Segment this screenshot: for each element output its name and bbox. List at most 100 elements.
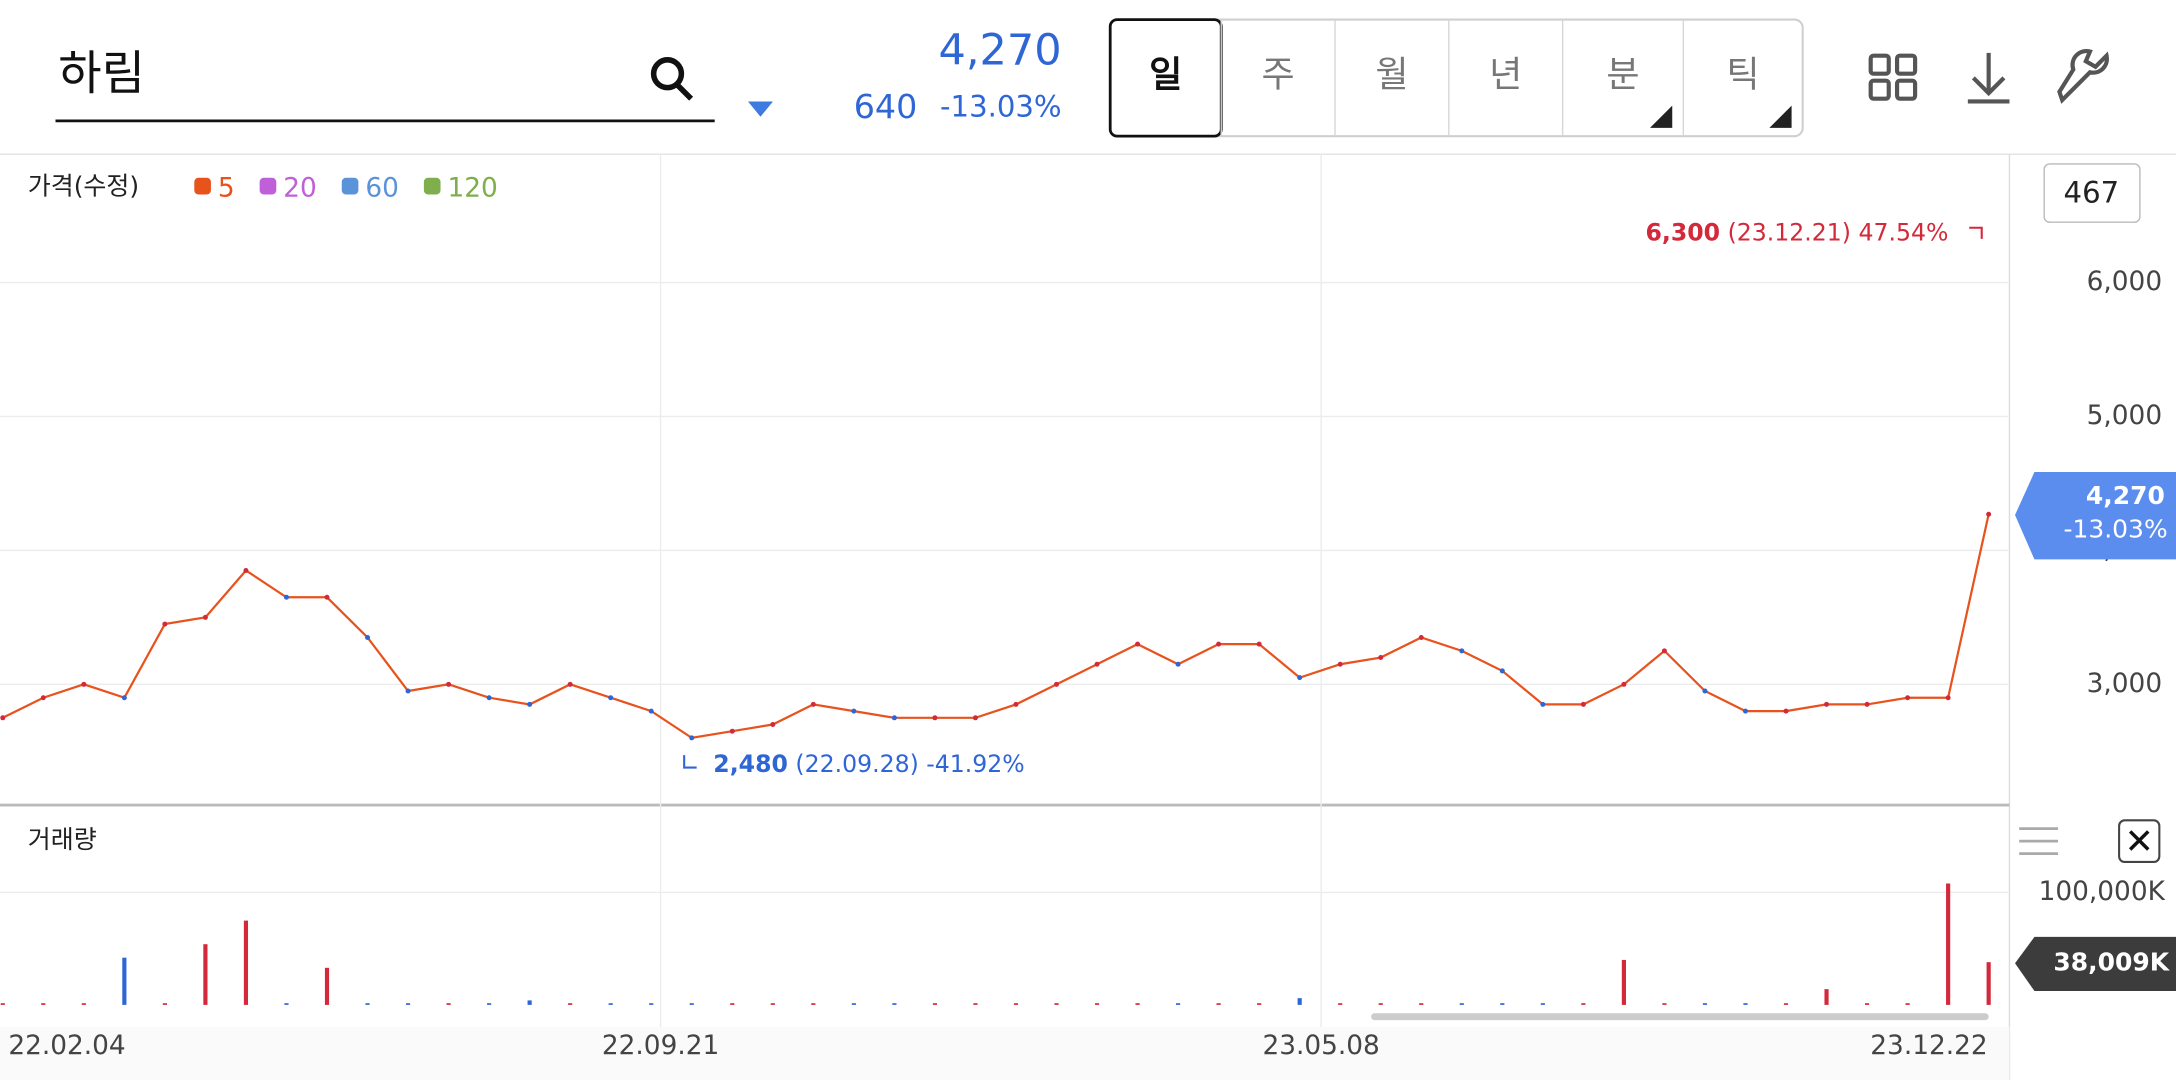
high-value: 6,300 [1646,218,1721,246]
volume-bar [1905,1003,1910,1005]
candle-count[interactable]: 467 [2064,175,2120,209]
period-button[interactable]: 일 [1149,53,1182,95]
price-point [446,681,452,687]
layout-icon[interactable] [1868,53,1918,101]
count-box[interactable] [2043,163,2141,223]
submenu-mark [1769,105,1792,128]
current-price-tag [2015,472,2176,560]
price-point [1175,661,1181,667]
price-point [1905,695,1911,701]
price-point [1418,634,1424,640]
price-point [486,695,492,701]
current-price: 4,270 [938,25,1061,75]
period-button[interactable]: 월 [1375,53,1408,95]
price-point [1580,701,1586,707]
price-point [1054,681,1060,687]
volume-bar [1702,1003,1708,1005]
low-arrow [683,755,697,769]
volume-bar [1419,1003,1424,1005]
volume-bar [203,944,208,1005]
volume-tick-label: 100,000K [2039,877,2166,907]
volume-bar [1054,1003,1059,1005]
high-note: 6,300 (23.12.21) 47.54% [1646,218,1949,246]
download-icon[interactable] [1967,52,2010,104]
volume-menu-icon[interactable] [2019,827,2059,856]
volume-bar [1013,1003,1019,1005]
settings-icon[interactable] [2057,48,2110,104]
price-point [283,594,289,600]
low-date: (22.09.28) [795,749,918,777]
low-value: 2,480 [713,749,788,777]
price-point [1297,675,1303,681]
price-point [324,594,330,600]
price-point [1540,701,1546,707]
x-tick-label: 23.12.22 [1870,1031,1987,1061]
price-point [972,715,978,721]
volume-bar [1135,1003,1140,1005]
price-point [121,695,127,701]
dropdown-arrow[interactable] [748,101,773,117]
price-point [162,621,168,627]
price-pane-label: 가격(수정) [28,172,139,201]
volume-bar [1176,1003,1181,1005]
volume-bar [1216,1003,1221,1005]
price-change-pct: -13.03% [940,89,1062,123]
price-point [851,708,857,714]
volume-bar [122,957,127,1005]
price-point [365,634,371,640]
current-tag-pct: -13.03% [2063,514,2167,543]
volume-bar [1338,1003,1343,1005]
volume-bar [1783,1003,1789,1005]
volume-bar [1946,883,1951,1005]
volume-bar [405,1003,411,1005]
volume-bar [527,1000,532,1005]
y-tick-label: 6,000 [2087,267,2162,297]
price-point [1621,681,1627,687]
low-pct: -41.92% [926,749,1024,777]
stock-name[interactable]: 하림 [58,46,145,101]
volume-bar [1459,1003,1464,1005]
legend-swatch [341,177,359,195]
price-change: 640 [854,87,918,126]
x-axis-area [0,1027,2010,1080]
period-button[interactable]: 주 [1262,53,1295,95]
price-point [648,708,654,714]
price-point [1135,641,1141,647]
legend-swatch [423,177,441,195]
volume-bar [1864,1003,1870,1005]
price-point [1986,511,1992,517]
volume-bar [81,1003,86,1005]
legend-label[interactable]: 60 [365,173,399,203]
period-button[interactable]: 분 [1606,53,1639,95]
price-point [1013,701,1019,707]
price-point [1216,641,1222,647]
volume-bar [446,1003,451,1005]
legend-label[interactable]: 120 [447,173,497,203]
price-point [81,681,87,687]
price-point [527,701,533,707]
close-icon[interactable] [2128,830,2150,851]
volume-bar [1378,1003,1383,1005]
price-point [1783,708,1789,714]
x-tick-label: 23.05.08 [1262,1031,1379,1061]
volume-bar [730,1003,735,1005]
high-arrow [1969,226,1983,239]
scrollbar[interactable] [1371,1013,1989,1021]
price-point [810,701,816,707]
price-point [689,735,695,741]
price-point [1337,661,1343,667]
price-point [770,722,776,727]
period-button[interactable]: 틱 [1726,53,1759,95]
x-tick-label: 22.09.21 [602,1031,719,1061]
price-point [608,695,614,701]
price-point [405,688,411,694]
volume-bar [608,1003,613,1005]
volume-bar [892,1003,897,1005]
volume-bar [1257,1003,1262,1005]
search-icon[interactable] [650,57,694,101]
period-button[interactable]: 년 [1489,53,1522,95]
legend-label[interactable]: 5 [218,173,235,203]
price-point [1864,701,1870,707]
legend-label[interactable]: 20 [283,173,317,203]
